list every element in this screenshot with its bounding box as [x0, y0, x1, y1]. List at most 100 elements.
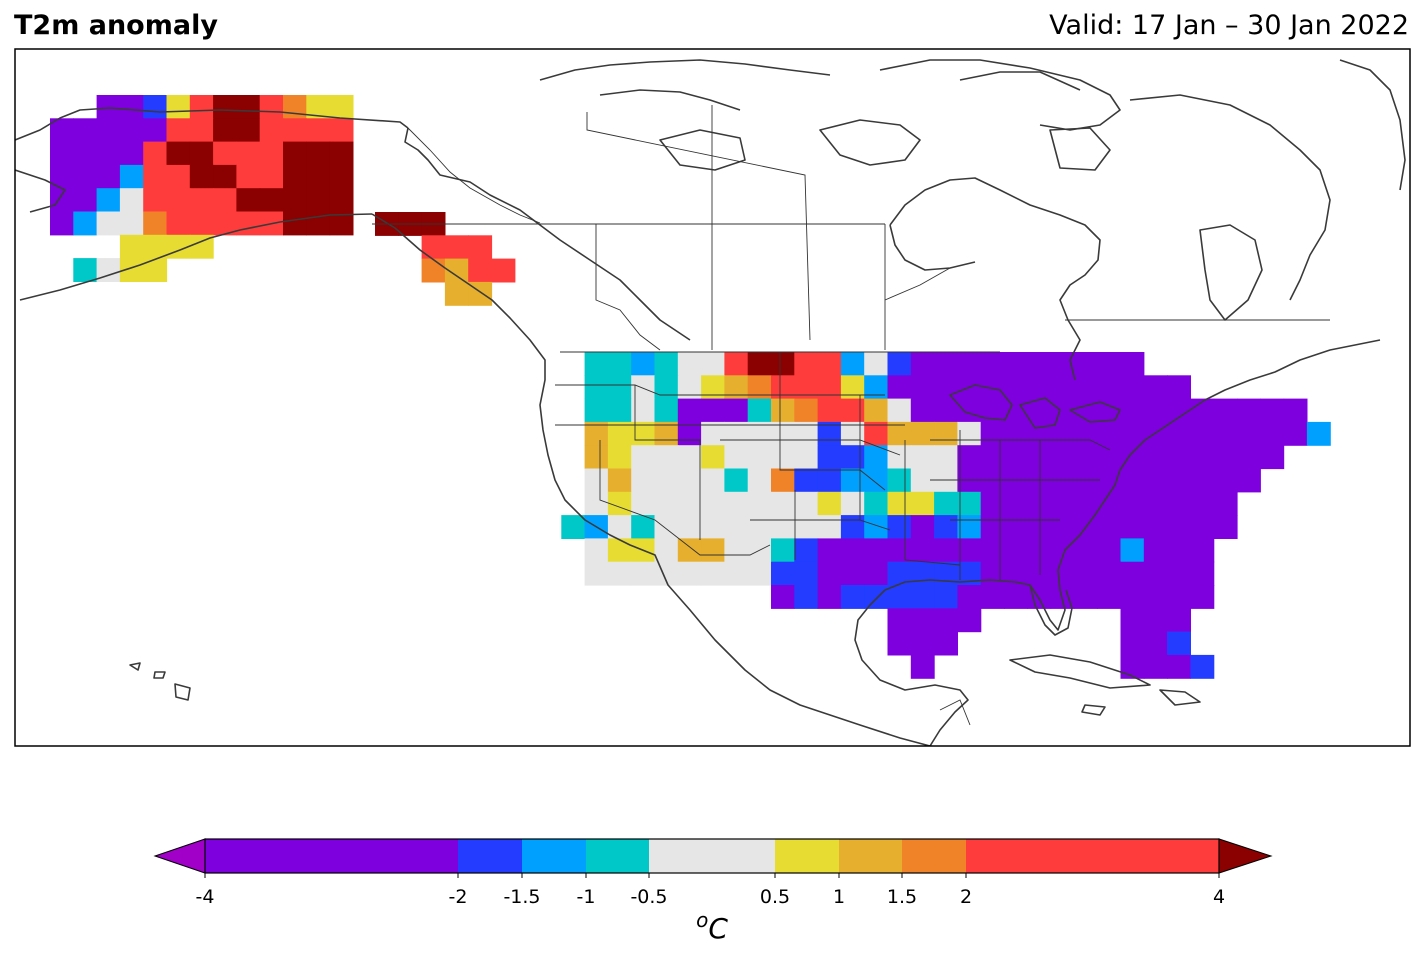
- anomaly-cell: [794, 445, 819, 470]
- anomaly-cell: [329, 95, 354, 119]
- anomaly-cell: [980, 515, 1005, 539]
- anomaly-cell: [771, 515, 795, 539]
- anomaly-cell: [957, 468, 982, 493]
- anomaly-cell: [119, 234, 144, 259]
- anomaly-cell: [654, 352, 679, 376]
- anomaly-cell: [1097, 352, 1122, 376]
- anomaly-cell: [864, 445, 889, 470]
- anomaly-cell: [73, 211, 98, 236]
- anomaly-cell: [584, 491, 609, 516]
- anomaly-cell: [1097, 398, 1122, 423]
- anomaly-cell: [957, 445, 982, 470]
- anomaly-cell: [631, 445, 656, 470]
- anomaly-cell: [934, 468, 958, 493]
- anomaly-cell: [143, 188, 168, 213]
- anomaly-cell: [119, 211, 144, 236]
- anomaly-cell: [840, 398, 865, 423]
- anomaly-cell: [1213, 515, 1238, 539]
- anomaly-cell: [491, 258, 516, 283]
- anomaly-cell: [724, 491, 749, 516]
- valid-date: Valid: 17 Jan – 30 Jan 2022: [1049, 10, 1409, 41]
- anomaly-cell: [654, 538, 679, 563]
- anomaly-cell: [143, 164, 168, 189]
- anomaly-cell: [840, 491, 865, 516]
- anomaly-cell: [1213, 491, 1238, 516]
- anomaly-cell: [910, 398, 935, 423]
- anomaly-cell: [747, 515, 772, 539]
- political-borders: [372, 105, 1330, 726]
- anomaly-cell: [701, 421, 725, 446]
- anomaly-cell: [864, 491, 889, 516]
- anomaly-cell: [96, 188, 121, 213]
- anomaly-cell: [980, 375, 1005, 400]
- anomaly-cell: [1050, 398, 1075, 423]
- anomaly-cell: [421, 235, 446, 260]
- anomaly-cell: [1120, 491, 1145, 516]
- anomaly-cell: [1237, 445, 1261, 470]
- anomaly-cell: [584, 375, 609, 400]
- anomaly-cell: [747, 445, 772, 470]
- anomaly-cell: [631, 398, 656, 423]
- anomaly-cell: [631, 352, 656, 376]
- anomaly-cell: [1167, 468, 1191, 493]
- anomaly-cell: [771, 352, 795, 376]
- anomaly-cell: [306, 164, 331, 189]
- anomaly-cell: [1027, 398, 1052, 423]
- anomaly-cell: [631, 375, 656, 400]
- anomaly-cell: [1050, 352, 1075, 376]
- colorbar-tick-label: 1: [833, 886, 845, 908]
- coastlines: [15, 59, 1406, 746]
- anomaly-cell: [607, 421, 632, 446]
- anomaly-cell: [1027, 375, 1052, 400]
- anomaly-cell: [584, 538, 609, 563]
- colorbar-tick-label: -1.5: [503, 886, 540, 908]
- anomaly-cell: [1004, 538, 1028, 563]
- anomaly-cell: [1004, 561, 1028, 586]
- anomaly-cell: [654, 398, 679, 423]
- anomaly-cell: [50, 118, 74, 143]
- anomaly-cell: [1073, 352, 1098, 376]
- anomaly-cell: [1073, 561, 1098, 586]
- anomaly-cell: [864, 375, 889, 400]
- anomaly-cell: [677, 561, 702, 586]
- anomaly-cell: [934, 585, 958, 609]
- anomaly-cell: [468, 235, 493, 260]
- anomaly-cell: [119, 258, 144, 282]
- anomaly-cell: [840, 445, 865, 470]
- anomaly-cell: [957, 538, 982, 563]
- anomaly-cell: [771, 445, 795, 470]
- anomaly-cell: [236, 95, 261, 119]
- anomaly-cell: [1213, 445, 1238, 470]
- anomaly-cell: [910, 654, 935, 679]
- anomaly-cell: [213, 95, 237, 119]
- anomaly-cell: [50, 211, 74, 236]
- anomaly-cell: [840, 585, 865, 609]
- colorbar-tick-label: 2: [960, 886, 972, 908]
- anomaly-cell: [724, 352, 749, 376]
- anomaly-cell: [980, 352, 1005, 376]
- anomaly-cell: [166, 95, 191, 119]
- colorbar-bin: [902, 839, 966, 873]
- anomaly-cell: [654, 468, 679, 493]
- anomaly-cell: [259, 118, 284, 143]
- anomaly-cell: [96, 164, 121, 189]
- anomaly-cell: [584, 421, 609, 446]
- colorbar-bin: [458, 839, 522, 873]
- anomaly-cell: [980, 491, 1005, 516]
- anomaly-cell: [1050, 491, 1075, 516]
- anomaly-cell: [96, 95, 121, 119]
- anomaly-cell: [1097, 515, 1122, 539]
- anomaly-cell: [1167, 561, 1191, 586]
- anomaly-cell: [1073, 538, 1098, 563]
- anomaly-cell: [724, 515, 749, 539]
- anomaly-cell: [1027, 561, 1052, 586]
- anomaly-cell: [864, 585, 889, 609]
- anomaly-cell: [1143, 585, 1168, 609]
- anomaly-cell: [329, 118, 354, 143]
- anomaly-cell: [259, 141, 284, 166]
- anomaly-cell: [701, 515, 725, 539]
- anomaly-cell: [677, 491, 702, 516]
- anomaly-cell: [631, 491, 656, 516]
- anomaly-cell: [143, 141, 168, 166]
